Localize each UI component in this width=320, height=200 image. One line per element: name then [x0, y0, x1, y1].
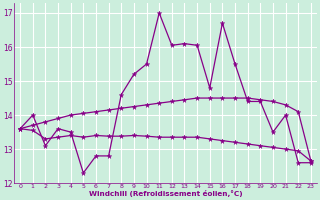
X-axis label: Windchill (Refroidissement éolien,°C): Windchill (Refroidissement éolien,°C) [89, 190, 242, 197]
